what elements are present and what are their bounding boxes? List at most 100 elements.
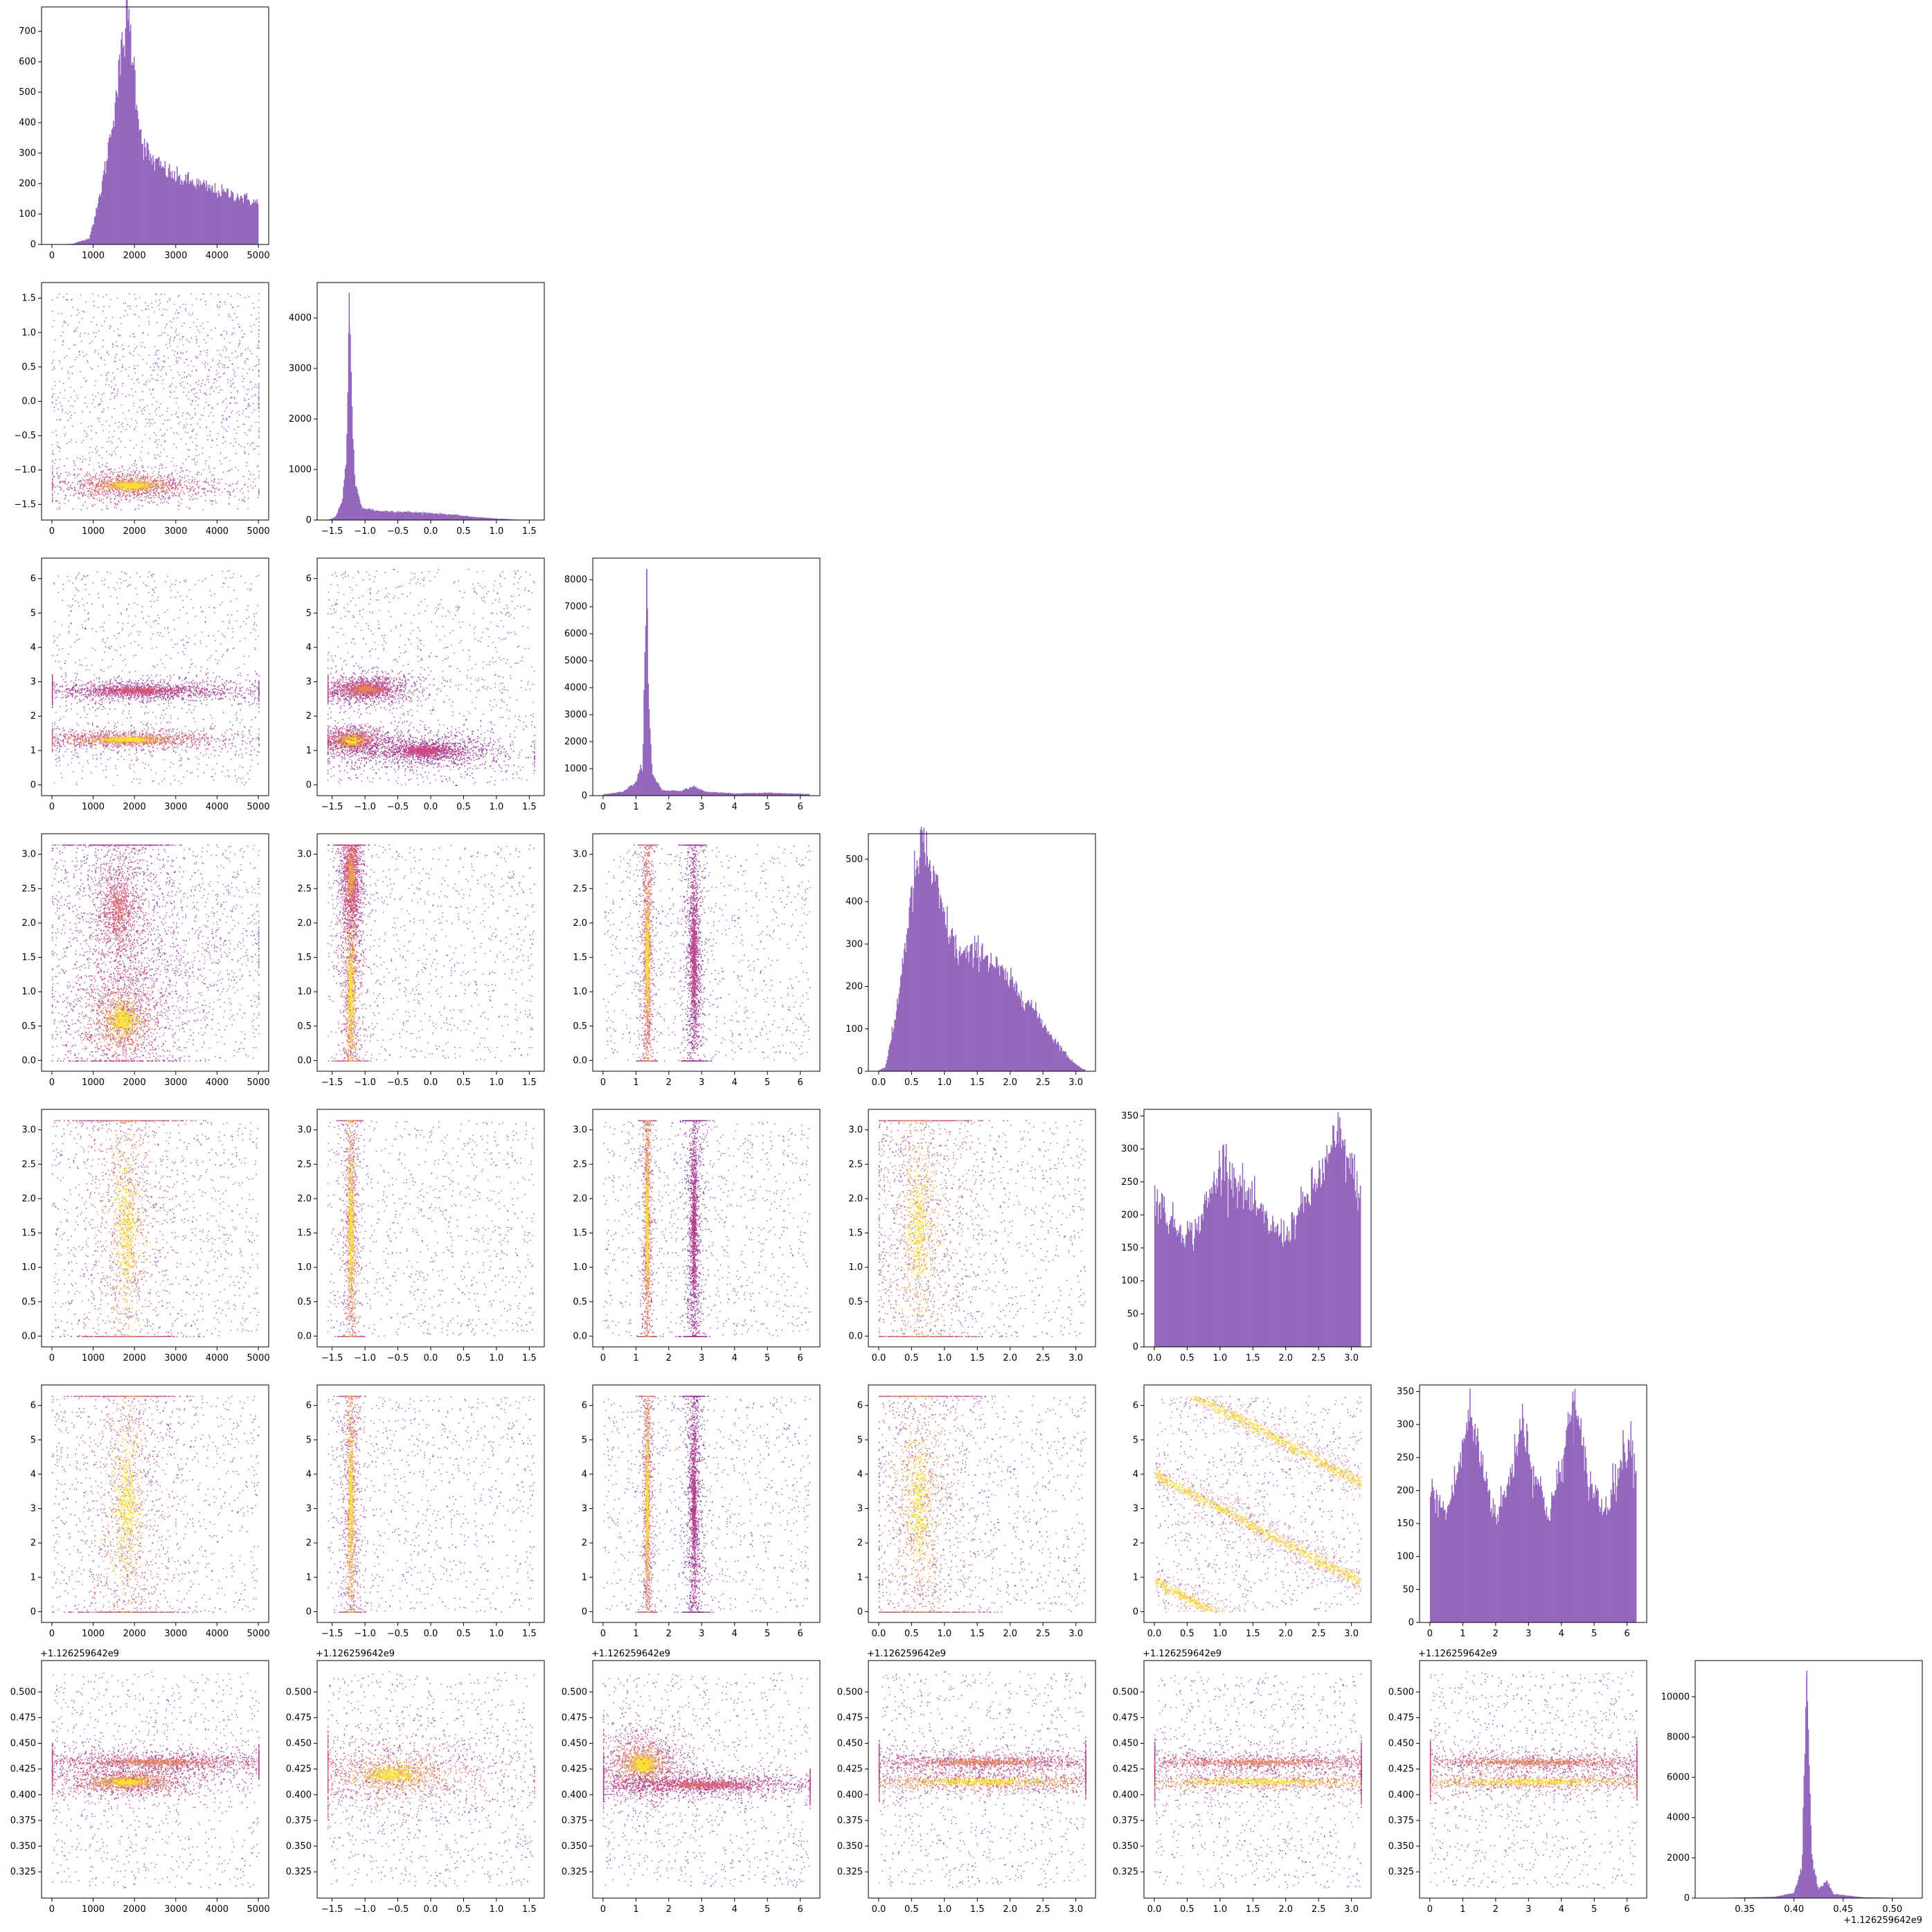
scatter-6-3-xtick-label: 1.5 — [970, 1904, 985, 1915]
histogram-bar — [903, 949, 905, 1071]
histogram-bar — [668, 790, 669, 796]
scatter-5-3-ytick-label: 5 — [857, 1435, 863, 1445]
histogram-bar — [1258, 1210, 1259, 1347]
histogram-bar — [399, 512, 400, 520]
histogram-bar — [797, 793, 799, 796]
histogram-bar — [365, 509, 367, 520]
histogram-bar — [1073, 1063, 1075, 1071]
scatter-4-1-xtick-label: 0.5 — [456, 1353, 471, 1363]
histogram-bar — [1498, 1521, 1499, 1622]
histogram-bar — [1434, 1499, 1435, 1622]
histogram-bar — [1026, 1003, 1027, 1071]
histogram-bar — [465, 516, 467, 520]
histogram-bar — [976, 942, 977, 1071]
histogram-bar — [1059, 1051, 1061, 1071]
histogram-bar — [1327, 1154, 1330, 1347]
scatter-6-4-xtick-label: 1.0 — [1213, 1904, 1227, 1915]
histogram-bar — [926, 831, 927, 1071]
histogram-bar — [1289, 1242, 1291, 1347]
histogram-bar — [1803, 1807, 1804, 1898]
histogram-2-xtick-label: 2 — [666, 802, 672, 812]
histogram-bar — [383, 510, 385, 520]
histogram-bar — [435, 514, 436, 520]
scatter-3-0-xtick-label: 1000 — [82, 1077, 105, 1088]
histogram-bar — [908, 927, 909, 1071]
histogram-bar — [1015, 981, 1017, 1071]
histogram-bar — [760, 793, 762, 796]
histogram-bar — [1220, 1196, 1222, 1347]
histogram-bar — [427, 512, 429, 520]
scatter-background-points — [327, 1120, 535, 1337]
histogram-bar — [1613, 1483, 1615, 1622]
histogram-bar — [719, 792, 721, 796]
histogram-bar — [1160, 1219, 1162, 1347]
histogram-bar — [717, 792, 719, 796]
histogram-bar — [665, 790, 666, 796]
scatter-offset-label: +1.126259642e9 — [867, 1649, 946, 1659]
scatter-density-core-1-layer-0 — [327, 844, 376, 1013]
histogram-bar — [1166, 1222, 1168, 1347]
histogram-bar — [109, 134, 111, 244]
histogram-bar — [253, 202, 256, 244]
histogram-bar — [202, 184, 203, 244]
histogram-bar — [1577, 1419, 1578, 1622]
histogram-bar — [1749, 1897, 1751, 1898]
histogram-bar — [1789, 1893, 1791, 1898]
histogram-panel-6: 0.35 0.40 0.45 0.500200040006000800010000+1… — [1661, 1660, 1923, 1926]
histogram-bar — [938, 908, 940, 1071]
histogram-bar — [454, 514, 456, 520]
histogram-bar — [454, 515, 456, 520]
histogram-bar — [1334, 1147, 1336, 1347]
histogram-bar — [1082, 1068, 1083, 1071]
histogram-bar — [1774, 1896, 1776, 1898]
histogram-bar — [931, 882, 933, 1071]
histogram-bar — [1574, 1388, 1576, 1622]
histogram-bar — [722, 792, 723, 796]
scatter-5-1-xtick-label: 1.0 — [490, 1629, 504, 1639]
histogram-bar — [1312, 1167, 1313, 1347]
histogram-bar — [715, 792, 717, 796]
histogram-bar — [662, 789, 664, 796]
histogram-bar — [228, 197, 230, 244]
histogram-bar — [915, 869, 917, 1071]
scatter-6-3-xtick-label: 0.0 — [872, 1904, 886, 1915]
histogram-bar — [1536, 1485, 1538, 1622]
histogram-bar — [637, 773, 639, 796]
histogram-bar — [1224, 1156, 1226, 1347]
histogram-5-ytick-label: 150 — [1397, 1519, 1414, 1529]
scatter-4-1-ytick-label: 2.5 — [297, 1159, 312, 1170]
histogram-bar — [237, 193, 238, 244]
histogram-4-xtick-label: 0.0 — [1147, 1353, 1162, 1363]
histogram-bar — [969, 951, 970, 1071]
scatter-6-3-xtick-label: 2.0 — [1003, 1904, 1017, 1915]
histogram-bar — [987, 971, 990, 1071]
histogram-bar — [983, 959, 984, 1071]
histogram-bar — [110, 136, 111, 244]
scatter-4-2-ytick-label: 1.0 — [573, 1262, 587, 1273]
histogram-3-xtick-label: 0.0 — [872, 1077, 886, 1088]
histogram-bar — [1772, 1897, 1774, 1898]
scatter-5-2-ytick-label: 3 — [582, 1504, 587, 1514]
histogram-bar — [1746, 1897, 1747, 1898]
histogram-bar — [647, 608, 648, 796]
histogram-bar — [445, 514, 447, 520]
histogram-bar — [1841, 1895, 1843, 1898]
histogram-bar — [1287, 1240, 1289, 1347]
histogram-bar — [1330, 1152, 1331, 1347]
histogram-bar — [206, 180, 207, 244]
histogram-bar — [1299, 1206, 1301, 1347]
histogram-bar — [1444, 1509, 1446, 1622]
histogram-bar — [1794, 1890, 1796, 1898]
histogram-bar — [633, 784, 634, 796]
histogram-bar — [1495, 1517, 1496, 1622]
histogram-bar — [888, 1045, 891, 1071]
scatter-5-1-xtick-label: 1.5 — [522, 1629, 537, 1639]
scatter-density-core-0-layer-3 — [645, 877, 650, 1010]
histogram-bar — [1514, 1452, 1517, 1622]
histogram-bar — [993, 967, 994, 1071]
scatter-6-4-ytick-label: 0.350 — [1113, 1841, 1138, 1852]
histogram-2-ytick-label: 0 — [582, 791, 587, 801]
histogram-bar — [1780, 1895, 1782, 1898]
histogram-bar — [393, 512, 395, 520]
histogram-bar — [1765, 1897, 1767, 1898]
